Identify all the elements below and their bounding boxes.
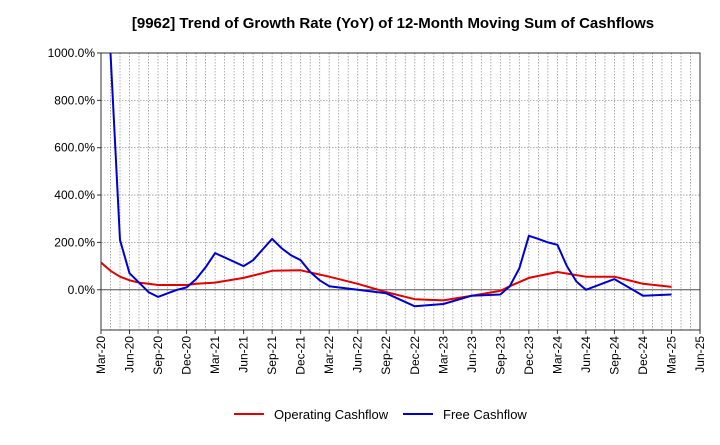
x-tick-label: Sep-20 [151,336,165,375]
x-tick-label: Jun-20 [123,336,137,373]
series-layer [101,53,672,308]
plot-frame [100,52,701,331]
x-tick-label: Dec-20 [180,336,194,375]
x-tick-label: Sep-24 [607,336,621,375]
y-tick-label: 0.0% [68,283,96,297]
x-tick-label: Sep-23 [493,336,507,375]
series-line-operating-cashflow [101,261,672,302]
x-tick-label: Mar-24 [550,336,564,374]
y-tick-label: 1000.0% [48,46,96,60]
x-tick-label: Mar-23 [436,336,450,374]
y-tick-label: 600.0% [54,141,95,155]
y-tick-label: 400.0% [54,188,95,202]
x-tick-label: Jun-22 [351,336,365,373]
axis-layer: 0.0% 200.0% 400.0% 600.0% 800.0% 1000.0% Mar-2… [48,46,707,375]
x-tick-label: Dec-22 [408,336,422,375]
series-line-free-cashflow [109,53,672,308]
legend-label-free-cashflow: Free Cashflow [443,407,527,422]
y-tick-label: 800.0% [54,93,95,107]
x-tick-label: Mar-25 [664,336,678,374]
x-tick-label: Mar-20 [94,336,108,374]
chart-title: [9962] Trend of Growth Rate (YoY) of 12-… [132,15,654,32]
x-tick-label: Jun-23 [465,336,479,373]
x-tick-label: Sep-22 [379,336,393,375]
x-tick-label: Jun-25 [693,336,707,373]
y-tick-label: 200.0% [54,235,95,249]
x-tick-label: Jun-21 [237,336,251,373]
legend-label-operating-cashflow: Operating Cashflow [274,407,389,422]
x-tick-label: Dec-21 [294,336,308,375]
x-tick-label: Dec-23 [522,336,536,375]
x-tick-label: Jun-24 [579,336,593,373]
x-tick-label: Sep-21 [265,336,279,375]
x-tick-label: Dec-24 [636,336,650,375]
x-tick-label: Mar-21 [208,336,222,374]
grid-layer [100,52,701,330]
legend: Operating Cashflow Free Cashflow [234,407,527,422]
x-tick-label: Mar-22 [322,336,336,374]
